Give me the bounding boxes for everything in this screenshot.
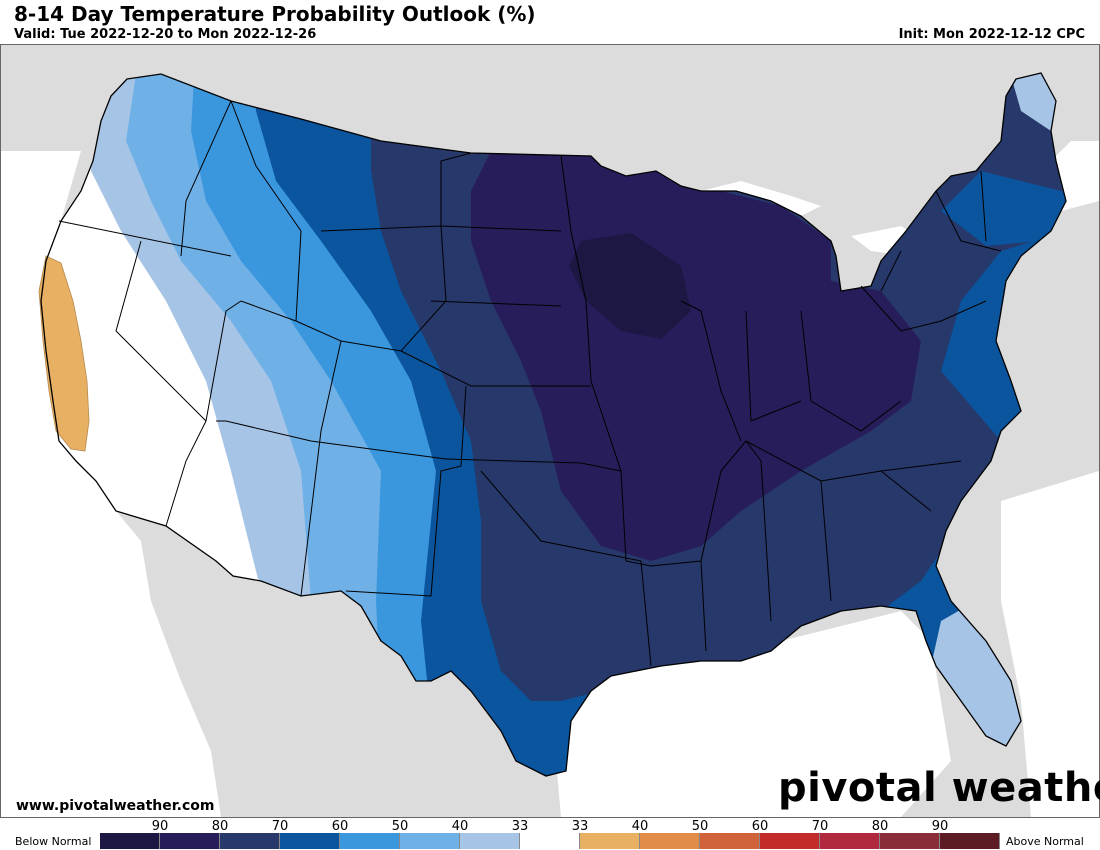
legend-swatch	[700, 833, 760, 849]
legend-swatch	[640, 833, 700, 849]
legend-swatch	[400, 833, 460, 849]
legend-swatch	[520, 833, 580, 849]
legend-below-label: Below Normal	[15, 835, 92, 848]
map-title: 8-14 Day Temperature Probability Outlook…	[14, 2, 536, 26]
legend-tick-label: 80	[211, 819, 229, 834]
brand-logo: pivotal weather	[778, 765, 1100, 811]
legend-above-label: Above Normal	[1006, 835, 1084, 848]
legend-tick-label: 70	[271, 819, 289, 834]
legend-swatch	[460, 833, 520, 849]
legend-color-bar	[100, 833, 1000, 849]
legend-tick-label: 90	[931, 819, 949, 834]
legend-tick-label: 33	[571, 819, 589, 834]
legend: Below Normal Above Normal 90 80 70 60 50 40 33…	[0, 818, 1100, 850]
legend-tick-label: 33	[511, 819, 529, 834]
legend-tick-label: 40	[451, 819, 469, 834]
legend-swatch	[100, 833, 160, 849]
band-above-40-california	[38, 255, 90, 452]
init-time: Init: Mon 2022-12-12 CPC	[898, 27, 1085, 42]
legend-tick-label: 90	[151, 819, 169, 834]
legend-tick-label: 60	[331, 819, 349, 834]
legend-tick-label: 40	[631, 819, 649, 834]
site-url: www.pivotalweather.com	[16, 798, 215, 814]
band-maine-33	[1001, 73, 1066, 151]
legend-swatch	[280, 833, 340, 849]
band-below-90	[569, 233, 691, 339]
legend-swatch	[580, 833, 640, 849]
valid-period: Valid: Tue 2022-12-20 to Mon 2022-12-26	[14, 27, 317, 42]
atlantic-ocean	[1001, 471, 1099, 817]
legend-swatch	[160, 833, 220, 849]
legend-tick-label: 60	[751, 819, 769, 834]
legend-swatch	[340, 833, 400, 849]
legend-swatch	[940, 833, 1000, 849]
legend-tick-label: 50	[391, 819, 409, 834]
legend-swatch	[820, 833, 880, 849]
legend-tick-label: 50	[691, 819, 709, 834]
legend-swatch	[220, 833, 280, 849]
legend-swatch	[880, 833, 940, 849]
legend-tick-label: 80	[871, 819, 889, 834]
state-borders	[58, 100, 1002, 667]
pacific-ocean	[1, 151, 221, 817]
outlook-map	[0, 44, 1100, 818]
legend-swatch	[760, 833, 820, 849]
gulf-of-mexico	[556, 611, 951, 817]
legend-tick-label: 70	[811, 819, 829, 834]
